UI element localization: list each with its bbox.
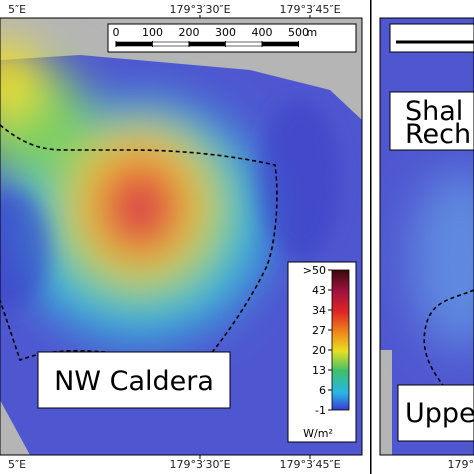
scale-segment [152,41,190,47]
area-label: NW Caldera [54,366,214,397]
colorbar-label: 43 [312,284,326,297]
colorbar-label: 34 [312,304,326,317]
colorbar-label: 6 [319,384,326,397]
colorbar [331,269,350,411]
coord-label: 5″E [8,3,26,16]
scale-segment [188,41,226,47]
colorbar-unit: W/m² [303,427,333,440]
area-label: Uppe [405,398,474,429]
coord-label: 179°3′45″E [279,458,340,471]
scale-label: 100 [142,26,163,39]
colorbar-label: 13 [312,364,326,377]
scale-unit: m [307,26,318,39]
scale-label: 0 [113,26,120,39]
coord-label: 179°3′30″E [169,3,230,16]
colorbar-labels: >50 43 34 27 20 13 6 -1 [303,264,332,417]
coord-label: 179° [448,458,474,471]
area-label: Shal [405,96,463,127]
coord-label: 5″E [8,458,26,471]
area-label: Rech [405,119,471,150]
coord-label: 179°3′45″E [279,3,340,16]
colorbar-label: 27 [312,324,326,337]
colorbar-label: >50 [303,264,326,277]
scale-segment [115,41,153,47]
scale-label: 200 [179,26,200,39]
coord-label: 179°3′30″E [169,458,230,471]
scale-label: 500 [288,26,309,39]
right-map: Shal Rech Uppe [380,18,474,455]
scale-label: 300 [215,26,236,39]
scale-segment [225,41,263,47]
colorbar-label: 20 [312,344,326,357]
scale-label: 400 [252,26,273,39]
colorbar-label: -1 [315,404,326,417]
scale-segment [261,41,299,47]
